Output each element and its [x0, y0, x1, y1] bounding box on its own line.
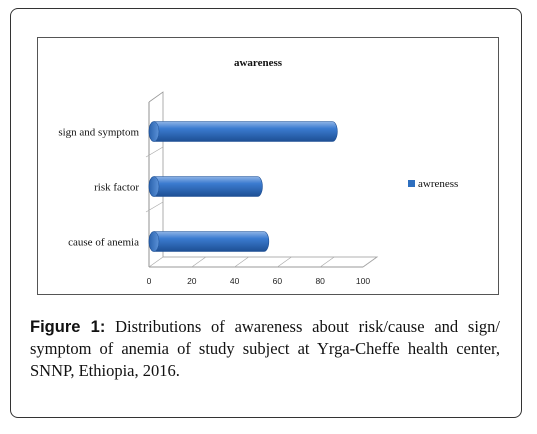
x-tick-label: 60 — [273, 276, 283, 286]
floor-edge — [163, 256, 379, 268]
floor-gridline — [319, 256, 335, 268]
category-labels: sign and symptom risk factor cause of anem… — [58, 127, 139, 249]
x-tick-label: 20 — [187, 276, 197, 286]
floor-gridline — [277, 256, 292, 268]
x-tick-labels: 0 20 40 60 80 100 — [147, 276, 371, 286]
floor-gridline — [191, 256, 207, 268]
figure-label: Figure 1: — [30, 318, 106, 336]
bar — [148, 231, 270, 252]
floor-gridline — [362, 256, 378, 268]
bar-cap — [148, 176, 160, 197]
x-tick-label: 100 — [356, 276, 370, 286]
category-label: sign and symptom — [58, 127, 139, 139]
bar-cap — [148, 121, 160, 142]
x-tick-label: 0 — [147, 276, 152, 286]
bar-cap — [148, 231, 160, 252]
x-tick-label: 40 — [230, 276, 240, 286]
figure-caption: Figure 1: Distributions of awareness abo… — [30, 316, 500, 382]
legend: awreness — [408, 178, 458, 190]
bar-body — [148, 121, 338, 142]
legend-swatch — [408, 180, 415, 187]
floor-gridline — [234, 256, 249, 268]
category-label: risk factor — [94, 182, 139, 194]
chart-title: awareness — [234, 57, 283, 69]
chart-area — [37, 37, 499, 295]
bar — [148, 176, 263, 197]
chart-bars — [148, 121, 338, 252]
bar-body — [148, 176, 263, 197]
floor-gridline — [148, 256, 164, 268]
x-tick-label: 80 — [315, 276, 325, 286]
bar — [148, 121, 338, 142]
category-divider — [145, 201, 164, 213]
category-divider — [145, 146, 164, 158]
category-label: cause of anemia — [68, 237, 139, 249]
legend-label: awreness — [418, 178, 458, 190]
bar-body — [148, 231, 270, 252]
figure-caption-text: Distributions of awareness about risk/ca… — [30, 317, 500, 380]
